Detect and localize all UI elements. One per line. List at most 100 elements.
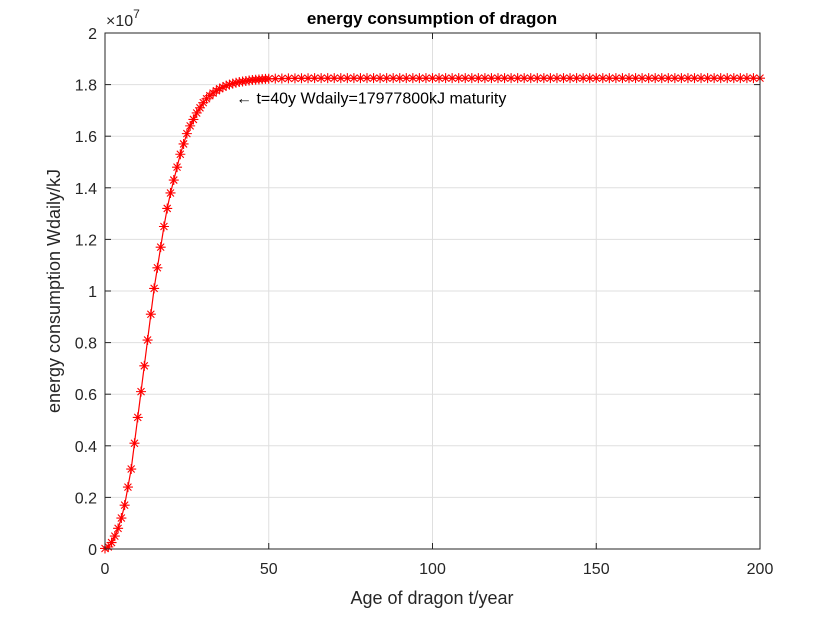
data-point-marker <box>188 114 199 125</box>
data-point-marker <box>231 77 241 88</box>
data-point-marker <box>303 73 314 84</box>
data-point-marker <box>682 73 693 84</box>
series <box>100 73 765 554</box>
data-point-marker <box>348 73 359 84</box>
data-point-marker <box>194 102 205 113</box>
data-point-marker <box>663 73 674 84</box>
data-point-marker <box>571 73 582 84</box>
data-point-marker <box>696 73 707 84</box>
data-point-marker <box>263 73 274 84</box>
data-point-marker <box>381 73 392 84</box>
data-point-marker <box>558 73 569 84</box>
data-point-marker <box>126 464 137 475</box>
y-multiplier-exp: 7 <box>133 7 140 21</box>
data-point-marker <box>139 360 150 371</box>
data-point-marker <box>162 203 173 214</box>
data-point-marker <box>113 523 124 534</box>
data-point-marker <box>129 438 140 449</box>
data-point-marker <box>637 73 648 84</box>
data-point-marker <box>224 79 235 90</box>
y-tick-label: 0.2 <box>75 490 97 507</box>
data-point-marker <box>145 309 156 320</box>
data-point-marker <box>355 73 366 84</box>
data-point-marker <box>342 73 353 84</box>
data-point-marker <box>676 73 687 84</box>
data-point-marker <box>624 73 634 84</box>
data-point-marker <box>191 107 202 118</box>
y-tick-label: 0.8 <box>75 336 97 353</box>
data-point-marker <box>440 73 451 84</box>
data-point-marker <box>493 73 503 84</box>
data-point-marker <box>715 73 726 84</box>
data-point-marker <box>283 73 294 84</box>
data-point-marker <box>669 73 680 84</box>
data-point-marker <box>407 73 418 84</box>
data-point-marker <box>650 73 661 84</box>
y-tick-label: 1.6 <box>75 129 97 146</box>
data-point-marker <box>152 262 163 273</box>
data-point-marker <box>479 73 490 84</box>
x-axis-label: Age of dragon t/year <box>350 588 513 608</box>
data-point-marker <box>181 128 192 139</box>
data-point-marker <box>486 73 497 84</box>
data-point-marker <box>168 175 179 186</box>
data-point-marker <box>427 73 438 84</box>
data-point-marker <box>466 73 477 84</box>
data-point-marker <box>447 73 458 84</box>
data-point-marker <box>208 88 219 99</box>
data-point-marker <box>362 73 372 84</box>
data-point-marker <box>158 221 169 232</box>
data-point-marker <box>689 73 700 84</box>
annotation-label: ← t=40y Wdaily=17977800kJ maturity <box>236 91 506 108</box>
data-point-marker <box>175 149 186 160</box>
data-point-marker <box>149 283 160 294</box>
data-point-marker <box>591 73 602 84</box>
data-point-marker <box>656 73 667 84</box>
data-point-marker <box>506 73 517 84</box>
y-tick-label: 1.4 <box>75 181 97 198</box>
data-point-marker <box>473 73 484 84</box>
data-point-marker <box>578 73 589 84</box>
y-multiplier-base: ×10 <box>106 13 133 30</box>
data-point-marker <box>460 73 471 84</box>
data-point-marker <box>142 335 153 346</box>
x-tick-label: 0 <box>101 561 110 578</box>
data-point-marker <box>322 73 333 84</box>
data-point-marker <box>453 73 464 84</box>
data-point-marker <box>538 73 549 84</box>
tick-labels: 0 50 100 150 200 0 0.2 0.4 0.6 0.8 1 1.2 1.4 1.6 1.8 2 <box>75 26 774 578</box>
data-point-marker <box>728 73 739 84</box>
data-point-marker <box>368 73 379 84</box>
data-point-marker <box>722 73 733 84</box>
data-point-marker <box>270 73 281 84</box>
data-point-marker <box>296 73 307 84</box>
data-point-marker <box>735 73 746 84</box>
data-point-marker <box>499 73 510 84</box>
data-point-marker <box>597 73 608 84</box>
data-point-marker <box>551 73 562 84</box>
data-point-marker <box>309 73 320 84</box>
data-point-marker <box>617 73 628 84</box>
data-point-marker <box>185 120 196 131</box>
data-point-marker <box>584 73 595 84</box>
data-point-marker <box>227 78 238 89</box>
data-point-marker <box>401 73 412 84</box>
chart-title: energy consumption of dragon <box>307 9 557 28</box>
data-point-marker <box>643 73 654 84</box>
y-axis-label: energy consumption Wdaily/kJ <box>44 169 64 413</box>
data-point-marker <box>165 187 176 198</box>
data-point-marker <box>394 73 405 84</box>
data-point-marker <box>119 500 130 511</box>
data-point-marker <box>420 73 431 84</box>
y-tick-label: 0.6 <box>75 387 97 404</box>
y-tick-label: 1.2 <box>75 232 97 249</box>
data-point-marker <box>289 73 300 84</box>
data-point-marker <box>741 73 752 84</box>
data-point-marker <box>109 531 120 542</box>
data-point-marker <box>414 73 425 84</box>
data-point-marker <box>316 73 327 84</box>
y-tick-label: 0.4 <box>75 439 97 456</box>
data-point-marker <box>748 73 759 84</box>
data-point-marker <box>155 242 166 253</box>
data-point-marker <box>211 85 222 96</box>
